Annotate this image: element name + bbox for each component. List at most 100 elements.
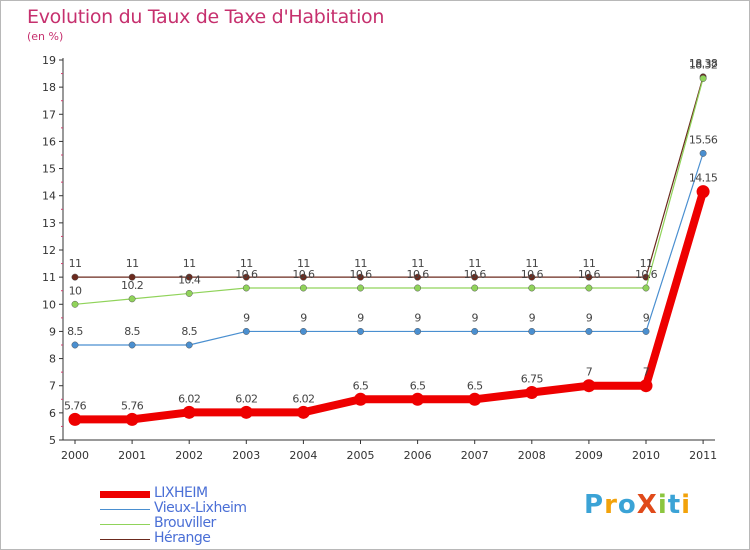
data-point	[582, 379, 596, 393]
data-label-vieux-lixheim: 15.56	[689, 133, 718, 146]
data-label-brouviller: 10.6	[349, 268, 372, 281]
legend-label: Hérange	[154, 530, 211, 546]
data-point	[357, 327, 364, 335]
data-label-h-range: 11	[297, 257, 310, 270]
legend-swatch	[100, 491, 150, 498]
data-label-lixheim: 6.5	[467, 379, 483, 392]
data-label-h-range: 11	[468, 257, 481, 270]
data-label-lixheim: 5.76	[64, 399, 87, 412]
data-label-vieux-lixheim: 8.5	[67, 325, 83, 338]
x-tick-label: 2002	[175, 449, 203, 462]
x-tick-label: 2006	[404, 449, 432, 462]
data-point	[128, 273, 136, 281]
data-label-vieux-lixheim: 9	[243, 311, 250, 324]
chart-series	[68, 73, 710, 426]
x-tick-label: 2000	[61, 449, 89, 462]
data-label-vieux-lixheim: 9	[471, 311, 478, 324]
y-tick-label: 17	[42, 108, 56, 121]
data-point	[242, 284, 250, 292]
data-point	[357, 284, 364, 292]
data-label-vieux-lixheim: 8.5	[181, 325, 197, 338]
data-label-brouviller: 10	[69, 284, 82, 297]
x-tick-label: 2010	[632, 449, 660, 462]
data-label-vieux-lixheim: 9	[586, 311, 593, 324]
legend-label: LIXHEIM	[154, 485, 208, 501]
data-label-h-range: 11	[582, 257, 595, 270]
data-label-brouviller: 10.6	[407, 268, 430, 281]
series-line-vieux-lixheim	[75, 153, 704, 346]
y-tick-label: 5	[49, 434, 56, 447]
y-tick-label: 8	[49, 353, 56, 366]
legend-swatch	[100, 524, 150, 525]
legend-swatch	[100, 539, 150, 540]
data-point	[642, 284, 650, 292]
data-point	[242, 273, 250, 281]
data-point	[296, 405, 310, 419]
data-point	[125, 412, 139, 426]
line-chart: 5 6 7 8 9 10 11 12 13 14 15 16 17 18 19 2000 2001 2002 200…	[42, 54, 719, 462]
legend-item-lixheim: LIXHEIM	[100, 485, 320, 501]
series-line-brouviller	[74, 78, 704, 305]
data-label-vieux-lixheim: 9	[357, 311, 364, 324]
data-point	[471, 327, 479, 335]
y-tick-label: 15	[42, 163, 56, 176]
data-point	[299, 327, 307, 335]
data-point	[696, 185, 710, 199]
data-point	[128, 295, 136, 303]
data-label-brouviller: 10.6	[464, 268, 487, 281]
y-tick-label: 18	[42, 81, 56, 94]
x-tick-label: 2008	[518, 449, 546, 462]
legend-swatch	[100, 509, 150, 510]
data-point	[528, 327, 536, 335]
data-point	[354, 392, 367, 406]
data-label-brouviller: 10.6	[578, 268, 601, 281]
proxiti-logo: ProXiti	[584, 490, 692, 520]
data-point	[411, 392, 425, 406]
data-label-lixheim: 7	[643, 366, 650, 379]
data-label-lixheim: 6.5	[410, 379, 426, 392]
data-label-h-range: 11	[126, 257, 139, 270]
data-label-h-range: 11	[240, 257, 253, 270]
chart-subtitle: (en %)	[27, 30, 64, 43]
data-label-vieux-lixheim: 8.5	[124, 325, 140, 338]
data-point	[528, 273, 536, 281]
data-label-h-range: 11	[640, 257, 653, 270]
data-point	[471, 273, 479, 281]
chart-data-labels: 5.76 5.76 6.02 6.02 6.02 6.5 6.5 6.5 6.75 7 7 14.15…	[64, 57, 719, 413]
data-point	[525, 386, 539, 399]
chart-title: Evolution du Taux de Taxe d'Habitation	[27, 6, 385, 28]
data-point	[299, 284, 307, 292]
data-point	[68, 412, 82, 426]
legend-item-h-range: Hérange	[100, 530, 320, 546]
x-tick-label: 2004	[289, 449, 317, 462]
data-point	[185, 289, 193, 297]
y-tick-label: 12	[42, 244, 56, 257]
data-label-vieux-lixheim: 9	[643, 311, 650, 324]
data-label-brouviller: 18.32	[689, 58, 718, 71]
data-label-vieux-lixheim: 9	[529, 311, 536, 324]
series-line-h-range	[75, 76, 704, 278]
data-label-lixheim: 6.5	[353, 379, 369, 392]
data-label-lixheim: 6.02	[178, 392, 200, 405]
data-label-h-range: 11	[183, 257, 196, 270]
x-tick-label: 2003	[232, 449, 260, 462]
legend-label: Brouviller	[154, 515, 216, 531]
data-label-h-range: 11	[69, 257, 82, 270]
legend-item-vieux-lixheim: Vieux-Lixheim	[100, 500, 320, 516]
data-point	[414, 327, 422, 335]
y-tick-label: 16	[42, 135, 56, 148]
y-tick-label: 13	[42, 217, 56, 230]
data-label-lixheim: 6.02	[235, 392, 257, 405]
data-point	[528, 284, 536, 292]
chart-legend: LIXHEIM Vieux-Lixheim Brouviller Hérange	[100, 485, 320, 546]
data-label-h-range: 18.38	[689, 57, 718, 70]
data-point	[471, 284, 479, 292]
data-point	[185, 273, 193, 281]
data-label-brouviller: 10.6	[521, 268, 544, 281]
data-point	[239, 405, 253, 419]
series-lixheim	[68, 185, 710, 426]
data-point	[585, 284, 593, 292]
data-label-lixheim: 5.76	[121, 399, 144, 412]
data-point	[699, 149, 707, 157]
